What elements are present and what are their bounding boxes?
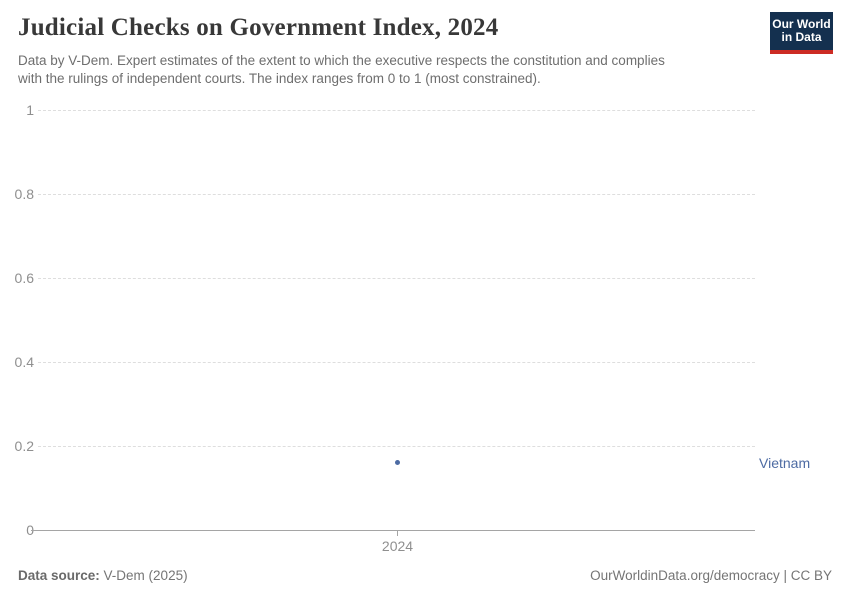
data-point[interactable] <box>395 460 400 466</box>
data-source-label: Data source: <box>18 568 100 583</box>
data-source-value: V-Dem (2025) <box>103 568 188 583</box>
gridline-0.6 <box>38 278 755 279</box>
y-axis-tick-label: 0.2 <box>14 438 34 454</box>
credit-link[interactable]: OurWorldinData.org/democracy | CC BY <box>590 568 832 583</box>
y-axis-tick-label: 0.6 <box>14 270 34 286</box>
data-source-note: Data source: V-Dem (2025) <box>18 568 188 583</box>
gridline-0.8 <box>38 194 755 195</box>
gridline-1.0 <box>38 110 755 111</box>
gridline-0.4 <box>38 362 755 363</box>
y-axis-tick-label: 0.8 <box>14 186 34 202</box>
y-axis-tick-label: 1 <box>26 102 34 118</box>
y-axis-tick-label: 0 <box>26 522 34 538</box>
x-axis-tick-label: 2024 <box>381 538 414 554</box>
owid-logo-line1: Our World <box>772 17 831 31</box>
x-axis-tick-mark <box>397 531 398 536</box>
owid-logo[interactable]: Our World in Data <box>770 12 833 54</box>
y-axis-tick-label: 0.4 <box>14 354 34 370</box>
gridline-0.2 <box>38 446 755 447</box>
x-axis-line <box>31 530 755 531</box>
series-label[interactable]: Vietnam <box>759 454 811 471</box>
chart-title: Judicial Checks on Government Index, 202… <box>18 14 499 41</box>
owid-logo-line2: in Data <box>781 30 822 44</box>
chart-subtitle: Data by V-Dem. Expert estimates of the e… <box>18 53 665 86</box>
